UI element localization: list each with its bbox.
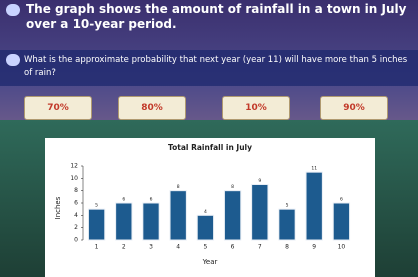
y-tick-label: 12 — [70, 163, 78, 170]
bar — [223, 190, 242, 241]
x-axis-label: Year — [202, 258, 218, 266]
prompt-text: The graph shows the amount of rainfall i… — [26, 2, 407, 31]
x-tick-label: 6 — [231, 244, 235, 251]
y-tick-label: 10 — [70, 175, 78, 182]
answer-option[interactable]: 80% — [118, 96, 186, 120]
data-label: 4 — [204, 209, 207, 215]
y-tick-label: 6 — [74, 200, 78, 207]
speaker-icon[interactable] — [6, 4, 20, 16]
x-tick-label: 7 — [258, 244, 262, 251]
data-label: 8 — [177, 184, 180, 190]
y-axis-label: Inches — [54, 196, 62, 219]
chart-title: Total Rainfall in July — [168, 143, 252, 152]
chart: Total Rainfall in July Year Inches 0 2 4 6 8… — [45, 138, 375, 277]
question-bar: What is the approximate probability that… — [0, 50, 418, 86]
bar — [87, 208, 106, 241]
x-tick-label: 9 — [312, 244, 316, 251]
data-label: 9 — [258, 178, 261, 184]
x-tick-label: 5 — [203, 244, 207, 251]
y-tick-label: 4 — [74, 212, 78, 219]
bar — [196, 214, 215, 241]
data-label: 6 — [150, 197, 153, 203]
answer-option[interactable]: 70% — [24, 96, 92, 120]
x-tick-label: 1 — [95, 244, 99, 251]
bar — [332, 202, 351, 241]
x-tick-label: 2 — [122, 244, 126, 251]
x-tick-label: 3 — [149, 244, 153, 251]
x-tick-label: 4 — [176, 244, 180, 251]
x-tick-label: 10 — [338, 244, 346, 251]
x-tick-label: 8 — [285, 244, 289, 251]
data-label: 6 — [340, 197, 343, 203]
y-tick-label: 2 — [74, 224, 78, 231]
data-label: 8 — [231, 184, 234, 190]
bar — [169, 190, 187, 241]
data-label: 5 — [286, 203, 289, 209]
bar — [115, 202, 133, 241]
bar — [251, 184, 269, 241]
answer-option[interactable]: 90% — [320, 96, 388, 120]
data-label: 6 — [122, 197, 125, 203]
y-tick-label: 8 — [74, 187, 78, 194]
bar — [142, 202, 160, 241]
bar — [278, 208, 296, 241]
data-label: 11 — [311, 166, 317, 172]
question-text: What is the approximate probability that… — [24, 55, 408, 78]
y-tick-label: 0 — [74, 237, 78, 244]
data-label: 5 — [95, 203, 98, 209]
answer-option[interactable]: 10% — [222, 96, 290, 120]
speaker-icon[interactable] — [6, 54, 20, 66]
bar — [305, 171, 323, 241]
